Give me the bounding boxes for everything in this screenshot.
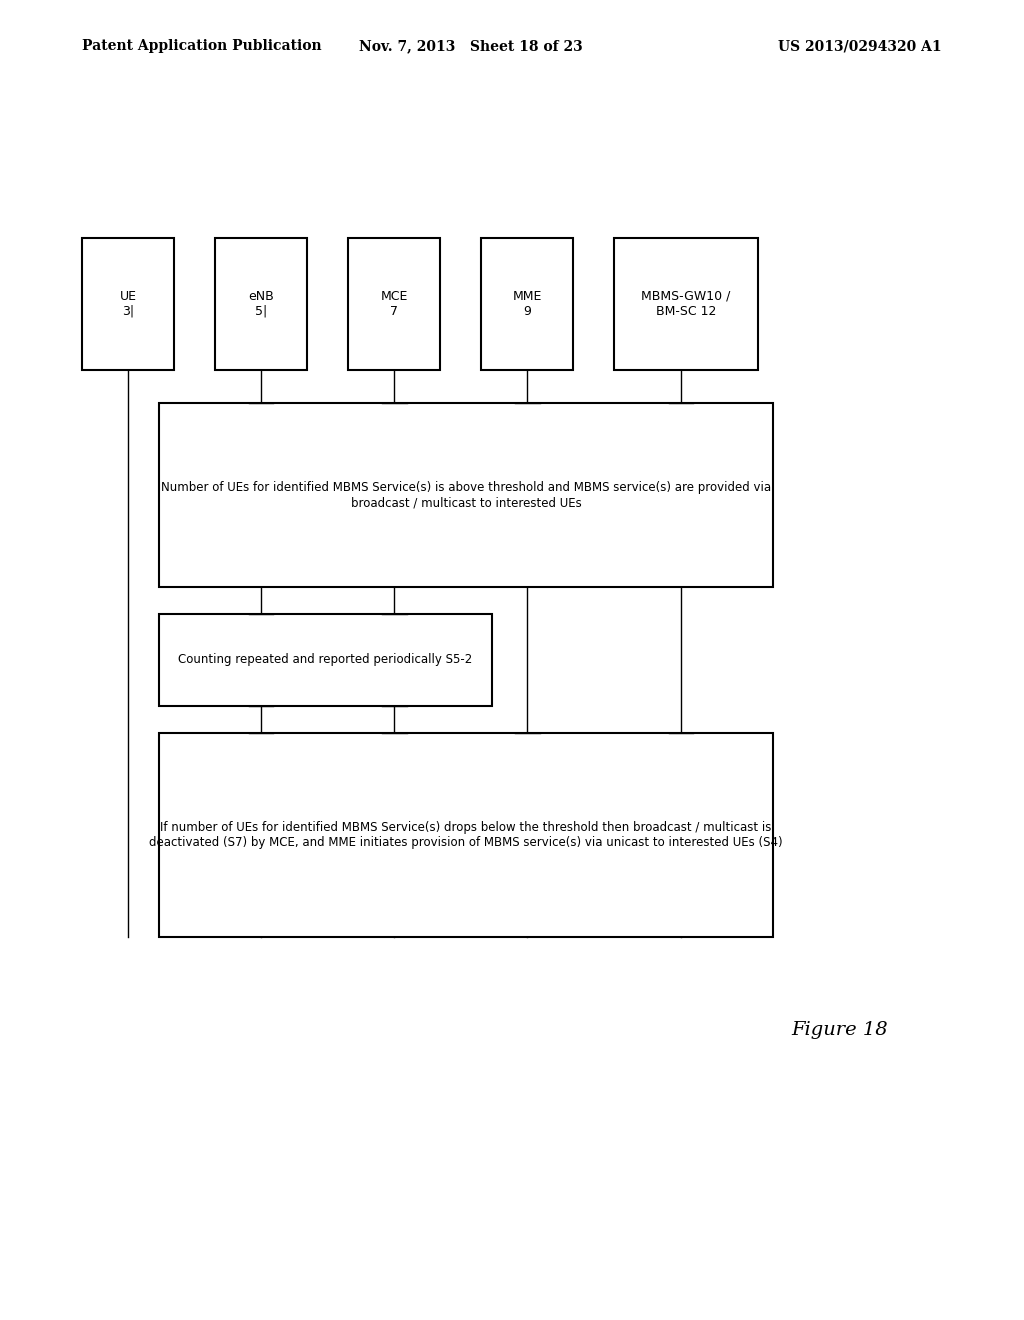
Text: MME
9: MME 9	[513, 289, 542, 318]
FancyBboxPatch shape	[481, 238, 573, 370]
FancyBboxPatch shape	[82, 238, 174, 370]
FancyBboxPatch shape	[159, 733, 773, 937]
Text: Patent Application Publication: Patent Application Publication	[82, 40, 322, 53]
Text: Number of UEs for identified MBMS Service(s) is above threshold and MBMS service: Number of UEs for identified MBMS Servic…	[161, 480, 771, 510]
Text: Counting repeated and reported periodically S5-2: Counting repeated and reported periodica…	[178, 653, 472, 667]
FancyBboxPatch shape	[159, 403, 773, 587]
Text: UE
3|: UE 3|	[120, 289, 136, 318]
Text: If number of UEs for identified MBMS Service(s) drops below the threshold then b: If number of UEs for identified MBMS Ser…	[150, 821, 782, 849]
Text: Nov. 7, 2013   Sheet 18 of 23: Nov. 7, 2013 Sheet 18 of 23	[359, 40, 583, 53]
Text: US 2013/0294320 A1: US 2013/0294320 A1	[778, 40, 942, 53]
Text: Figure 18: Figure 18	[792, 1020, 888, 1039]
FancyBboxPatch shape	[614, 238, 758, 370]
FancyBboxPatch shape	[159, 614, 492, 706]
FancyBboxPatch shape	[348, 238, 440, 370]
Text: MCE
7: MCE 7	[381, 289, 408, 318]
FancyBboxPatch shape	[215, 238, 307, 370]
Text: eNB
5|: eNB 5|	[248, 289, 274, 318]
Text: MBMS-GW10 /
BM-SC 12: MBMS-GW10 / BM-SC 12	[641, 289, 731, 318]
